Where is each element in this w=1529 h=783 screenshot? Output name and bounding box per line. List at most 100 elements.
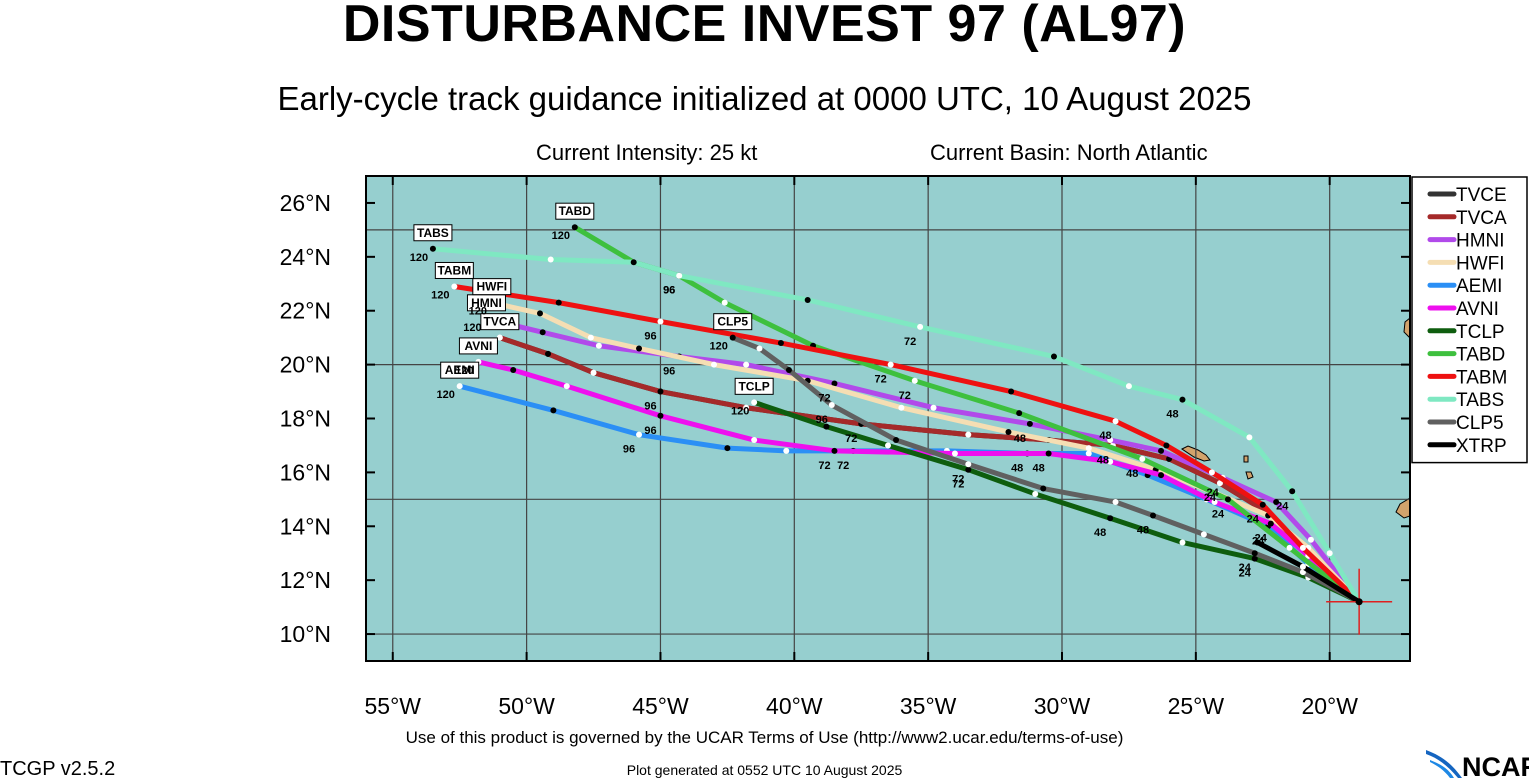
track-point-hmni [831,380,838,387]
end-box-label-tabm: TABM [437,263,471,277]
track-point-hmni [1158,447,1165,454]
track-point-clp5 [1150,512,1157,519]
track-point-tabm [555,299,562,306]
x-tick-label: 55°W [365,693,422,719]
track-point-clp5 [1299,569,1306,576]
end-box-label-hmni: HMNI [471,296,502,310]
y-tick-label: 10°N [280,621,331,647]
x-tick-label: 25°W [1168,693,1225,719]
track-point-tabm [1112,418,1119,425]
track-point-tabs [1289,488,1296,495]
track-point-tvca [496,334,503,341]
track-point-hwfi [587,334,594,341]
track-point-tvca [743,404,750,411]
track-point-clp5 [1200,531,1207,538]
legend-label-tvca: TVCA [1456,208,1507,229]
legend-label-xtrp: XTRP [1456,436,1507,457]
land-layer [1181,317,1410,519]
legend-label-tabm: TABM [1456,367,1507,388]
end-hour-tclp: 120 [731,405,749,417]
hour-label-tabm: 96 [644,331,656,343]
track-point-tabs [676,272,683,279]
end-box-label-aemi: AEMI [445,363,475,377]
hour-label-tvce: 96 [644,401,656,413]
track-point-tabs [630,259,637,266]
track-point-tclp [1032,490,1039,497]
chart-subtitle: Early-cycle track guidance initialized a… [277,80,1252,117]
track-point-hmni [1273,499,1280,506]
legend-label-aemi: AEMI [1456,276,1502,297]
track-point-clp5 [756,345,763,352]
track-point-aemi [724,445,731,452]
end-hour-tabs: 120 [410,252,428,264]
track-point-clp5 [965,461,972,468]
track-point-tabm [657,318,664,325]
hour-label-avni: 24 [1255,533,1268,545]
y-tick-label: 20°N [280,352,331,378]
track-point-avni [751,437,758,444]
track-point-tabd [1224,496,1231,503]
track-point-clp5 [828,402,835,409]
hour-label-tvce: 72 [845,433,857,445]
hour-label-aemi: 72 [837,460,849,472]
end-box-tvca [480,313,520,331]
track-point-clp5 [1112,499,1119,506]
y-tick-label: 16°N [280,459,331,485]
end-hour-tabm: 120 [431,289,449,301]
end-box-label-tabd: TABD [559,204,592,218]
track-point-hwfi [711,361,717,368]
track-point-tclp [965,466,972,473]
track-point-tabm [1008,388,1015,395]
x-tick-label: 30°W [1034,693,1091,719]
y-tick-label: 26°N [280,190,331,216]
track-point-tabm [1259,501,1266,508]
track-point-xtrp [1299,563,1306,570]
track-point-avni [563,383,570,390]
hour-label-tabm: 48 [1099,430,1111,442]
x-tick-label: 20°W [1301,693,1358,719]
hour-label-tabs: 24 [1276,500,1289,512]
track-point-tabm [451,283,458,290]
track-tabm [451,283,1362,605]
track-point-avni [951,450,958,457]
hour-label-tabm: 72 [875,374,887,386]
track-point-tabs [1050,353,1057,360]
track-point-tabs [1326,550,1333,557]
track-point-hwfi [636,345,643,352]
end-box-label-hwfi: HWFI [476,280,507,294]
track-point-hwfi [537,310,543,317]
current-basin: Current Basin: North Atlantic [930,140,1208,165]
hour-label-tclp: 48 [1094,527,1106,539]
track-point-clp5 [729,334,736,341]
ncar-logo-text: NCAR [1462,752,1529,782]
hour-label-avni: 72 [818,460,830,472]
track-point-clp5 [785,367,792,373]
x-tick-label: 45°W [632,693,689,719]
hour-label-clp5: 48 [1137,525,1149,537]
track-point-clp5 [893,437,900,444]
hour-label-tabs: 96 [663,285,675,297]
hour-label-tabm: 24 [1247,514,1260,526]
hour-label-aemi: 96 [623,444,635,456]
initial-position-dot [1355,598,1363,606]
track-point-hmni [930,404,937,411]
track-point-tclp [751,399,758,406]
track-tclp [751,399,1362,605]
y-tick-label: 12°N [280,567,331,593]
track-avni [475,359,1362,605]
plot-generated-time: Plot generated at 0552 UTC 10 August 202… [626,762,903,778]
track-point-tabm [1163,442,1170,449]
end-box-label-clp5: CLP5 [717,315,748,329]
track-point-tabd [571,224,578,231]
track-point-tabs [1125,383,1132,390]
legend-label-tvce: TVCE [1456,185,1507,206]
hour-label-avni: 96 [644,425,656,437]
track-point-tclp [1107,515,1114,522]
track-point-hmni [743,361,750,368]
track-point-hmni [595,342,602,349]
hour-label-hmni: 96 [663,366,675,378]
track-point-tabs [547,256,554,263]
legend-label-hwfi: HWFI [1456,253,1505,274]
track-point-aemi [1085,450,1092,457]
end-box-label-tclp: TCLP [738,379,769,393]
